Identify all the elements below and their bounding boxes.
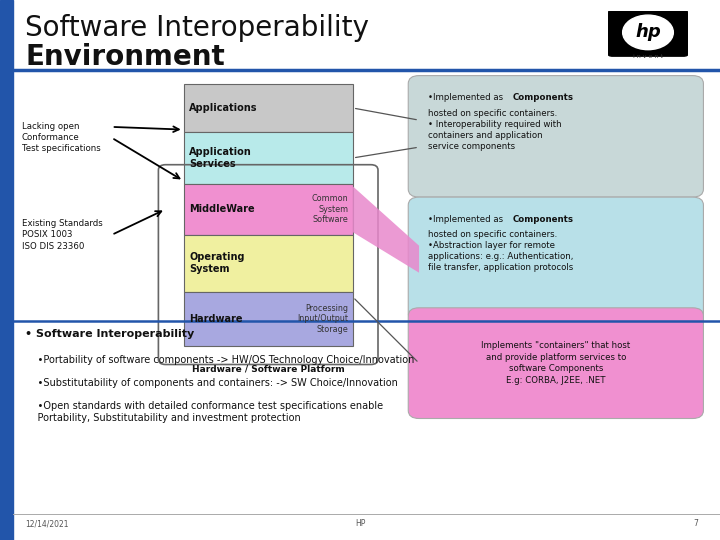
Text: Components: Components bbox=[513, 93, 574, 103]
Text: Applications: Applications bbox=[189, 103, 258, 113]
Text: HP: HP bbox=[355, 519, 365, 529]
Text: Processing
Input/Output
Storage: Processing Input/Output Storage bbox=[297, 303, 348, 334]
Bar bbox=[0, 0, 13, 540]
Text: Hardware: Hardware bbox=[189, 314, 243, 323]
Text: 12/14/2021: 12/14/2021 bbox=[25, 519, 68, 529]
Text: Implements "containers" that host
and provide platform services to
software Comp: Implements "containers" that host and pr… bbox=[481, 341, 631, 385]
Text: Components: Components bbox=[513, 215, 574, 224]
Text: 7: 7 bbox=[693, 519, 698, 529]
Text: Operating
System: Operating System bbox=[189, 252, 245, 274]
Bar bbox=[184, 235, 353, 292]
Text: Software Interoperability: Software Interoperability bbox=[25, 14, 369, 42]
Text: • Software Interoperability: • Software Interoperability bbox=[25, 329, 194, 340]
FancyBboxPatch shape bbox=[408, 197, 703, 321]
FancyBboxPatch shape bbox=[408, 308, 703, 418]
Bar bbox=[184, 84, 353, 132]
Text: Lacking open
Conformance
Test specifications: Lacking open Conformance Test specificat… bbox=[22, 122, 100, 153]
Text: hosted on specific containers.
• Interoperability required with
containers and a: hosted on specific containers. • Interop… bbox=[428, 109, 562, 151]
Text: •Implemented as: •Implemented as bbox=[428, 93, 505, 103]
Text: Hardware / Software Platform: Hardware / Software Platform bbox=[192, 364, 345, 374]
Circle shape bbox=[623, 15, 673, 50]
Text: MiddleWare: MiddleWare bbox=[189, 204, 255, 214]
FancyBboxPatch shape bbox=[408, 76, 703, 197]
Text: •Open standards with detailed conformance test specifications enable
    Portabi: •Open standards with detailed conformanc… bbox=[25, 401, 383, 423]
Text: •Implemented as: •Implemented as bbox=[428, 215, 505, 224]
Text: Common
System
Software: Common System Software bbox=[312, 194, 348, 224]
Text: Existing Standards
POSIX 1003
ISO DIS 23360: Existing Standards POSIX 1003 ISO DIS 23… bbox=[22, 219, 102, 251]
Text: •Substitutability of components and containers: -> SW Choice/Innovation: •Substitutability of components and cont… bbox=[25, 378, 398, 388]
Text: hosted on specific containers.
•Abstraction layer for remote
applications: e.g.:: hosted on specific containers. •Abstract… bbox=[428, 230, 573, 272]
Bar bbox=[184, 132, 353, 184]
Bar bbox=[184, 292, 353, 346]
Text: Application
Services: Application Services bbox=[189, 147, 252, 168]
Polygon shape bbox=[353, 186, 419, 273]
FancyBboxPatch shape bbox=[608, 11, 688, 56]
Text: i n v e n t: i n v e n t bbox=[633, 55, 663, 59]
Text: hp: hp bbox=[635, 23, 661, 42]
Text: •Portability of software components -> HW/OS Technology Choice/Innovation: •Portability of software components -> H… bbox=[25, 355, 415, 366]
Bar bbox=[184, 184, 353, 235]
Text: Environment: Environment bbox=[25, 43, 225, 71]
